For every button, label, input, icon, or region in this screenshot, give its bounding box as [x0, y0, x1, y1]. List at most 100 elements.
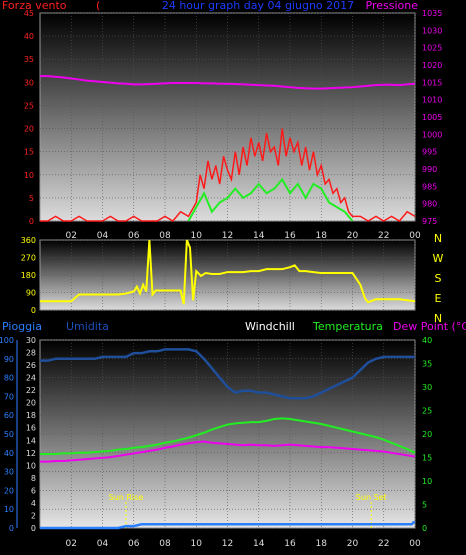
y-right-tick-label: 1030 — [422, 26, 442, 35]
rain-tick-label: 60 — [4, 411, 14, 420]
x-tick-label: 02 — [66, 539, 77, 549]
x-tick-label: 12 — [222, 231, 233, 241]
y-right-tick-label: 1020 — [422, 61, 442, 70]
rain-tick-label: 0 — [9, 524, 14, 533]
x-tick-label: 04 — [97, 539, 109, 549]
x-tick-label: 20 — [347, 231, 359, 241]
right-tick-label: 15 — [422, 454, 432, 463]
temp-tick-label: 2 — [31, 511, 36, 520]
y-tick-label: 5 — [29, 194, 34, 203]
y-right-tick-label: 1000 — [422, 130, 442, 139]
humidity-axis-label: Umidita — [66, 320, 109, 333]
temp-tick-label: 18 — [26, 411, 36, 420]
x-tick-label: 06 — [128, 539, 140, 549]
compass-label: N — [434, 312, 442, 325]
temp-tick-label: 0 — [31, 524, 36, 533]
rain-tick-label: 70 — [4, 392, 14, 401]
compass-label: W — [433, 252, 444, 265]
x-tick-label: 14 — [253, 539, 265, 549]
windchill-axis-label: Windchill — [245, 320, 295, 333]
rain-tick-label: 40 — [4, 449, 14, 458]
y-tick-label: 270 — [21, 254, 36, 263]
x-tick-label: 00 — [409, 539, 421, 549]
chart-title: 24 hour graph day 04 giugno 2017 — [162, 0, 354, 12]
series-line-pressure — [40, 75, 416, 90]
right-tick-label: 20 — [422, 430, 432, 439]
temp-right-y-axis: 0 5 10 15 20 25 30 35 40 — [422, 336, 432, 533]
temp-tick-label: 26 — [26, 361, 36, 370]
right-tick-label: 10 — [422, 477, 432, 486]
temp-tick-label: 30 — [26, 336, 36, 345]
y-tick-label: 0 — [29, 217, 34, 226]
temp-tick-label: 12 — [26, 449, 36, 458]
x-tick-label: 04 — [97, 231, 109, 241]
temp-x-axis: 02 04 06 08 10 12 14 16 18 20 22 00 — [66, 539, 421, 549]
wind-unit-label: ( — [96, 0, 100, 12]
y-tick-label: 20 — [24, 125, 34, 134]
compass-label: E — [435, 292, 442, 305]
y-right-tick-label: 1015 — [422, 78, 442, 87]
x-tick-label: 08 — [159, 231, 171, 241]
x-tick-label: 14 — [253, 231, 265, 241]
y-tick-label: 10 — [24, 171, 34, 180]
y-tick-label: 90 — [26, 289, 36, 298]
pressure-y-axis: 975 980 985 990 995 1000 1005 1010 1015 1020 1025 1… — [422, 9, 442, 226]
sun-marker-label: Sun Rise — [109, 493, 144, 502]
series-line-direction — [40, 239, 416, 305]
wind-y-axis: 0 5 10 15 20 25 30 35 40 45 — [24, 9, 34, 226]
temp-series-group — [40, 348, 416, 530]
y-right-tick-label: 1005 — [422, 113, 442, 122]
temp-tick-label: 22 — [26, 386, 36, 395]
right-tick-label: 35 — [422, 360, 432, 369]
right-tick-label: 40 — [422, 336, 432, 345]
right-tick-label: 0 — [422, 524, 427, 533]
rain-y-axis: 0 10 20 30 40 50 60 70 80 90 100 — [0, 336, 18, 533]
temp-tick-label: 16 — [26, 424, 36, 433]
temp-grid — [40, 339, 416, 529]
y-right-tick-label: 980 — [422, 200, 437, 209]
wind-x-axis: 02 04 06 08 10 12 14 16 18 20 22 00 — [66, 231, 421, 241]
right-tick-label: 5 — [422, 501, 427, 510]
direction-series-group — [40, 239, 416, 305]
wind-series-group — [40, 75, 416, 222]
y-right-tick-label: 985 — [422, 182, 437, 191]
x-tick-label: 06 — [128, 231, 140, 241]
temp-tick-label: 10 — [26, 461, 36, 470]
x-tick-label: 18 — [316, 539, 328, 549]
y-right-tick-label: 975 — [422, 217, 437, 226]
pressure-axis-label: Pressione — [366, 0, 419, 12]
y-tick-label: 0 — [31, 306, 36, 315]
series-line-dewpoint — [40, 440, 416, 463]
y-tick-label: 35 — [24, 55, 34, 64]
y-tick-label: 25 — [24, 101, 34, 110]
x-tick-label: 12 — [222, 539, 233, 549]
y-right-tick-label: 1010 — [422, 96, 442, 105]
right-tick-label: 30 — [422, 383, 432, 392]
direction-grid — [40, 239, 416, 311]
x-tick-label: 08 — [159, 539, 171, 549]
y-right-tick-label: 995 — [422, 148, 437, 157]
rain-tick-label: 80 — [4, 374, 14, 383]
rain-tick-label: 20 — [4, 486, 14, 495]
y-right-tick-label: 1035 — [422, 9, 442, 18]
rain-tick-label: 90 — [4, 355, 14, 364]
temp-tick-label: 8 — [31, 474, 36, 483]
x-tick-label: 16 — [284, 539, 296, 549]
rain-tick-label: 30 — [4, 468, 14, 477]
y-tick-label: 30 — [24, 78, 34, 87]
temp-tick-label: 24 — [26, 374, 36, 383]
y-tick-label: 40 — [24, 32, 34, 41]
rain-tick-label: 50 — [4, 430, 14, 439]
wind-axis-label: Forza vento — [2, 0, 67, 12]
series-line-wind — [40, 128, 416, 222]
x-tick-label: 22 — [378, 539, 389, 549]
compass-label: N — [434, 232, 442, 245]
dewpoint-axis-label: Dew Point (°C) — [393, 320, 466, 333]
rain-tick-label: 100 — [0, 336, 14, 345]
sun-marker-label: Sun Set — [356, 493, 387, 502]
rain-axis-label: Pioggia — [2, 320, 42, 333]
temp-tick-label: 20 — [26, 399, 36, 408]
